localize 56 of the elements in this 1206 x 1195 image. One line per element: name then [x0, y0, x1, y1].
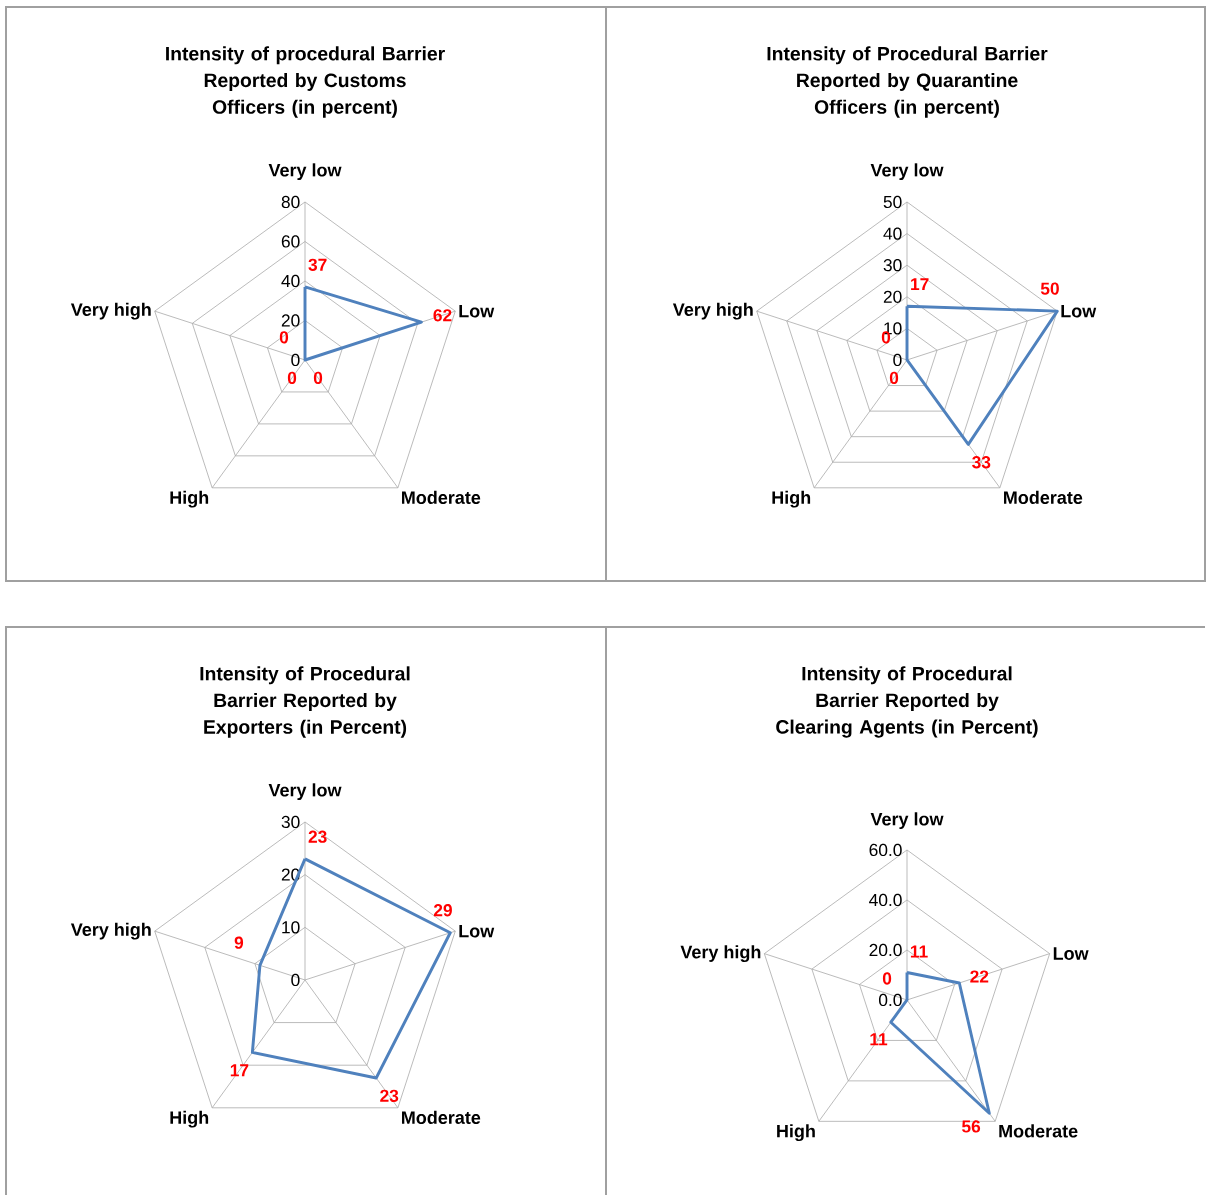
chart-title: Intensity of Procedural Barrier Reported by Exporters (in Percent): [200, 666, 410, 738]
spoke-label: Very high: [680, 945, 761, 963]
data-label: 9: [234, 936, 244, 949]
spoke-label: High: [170, 1110, 209, 1128]
data-label: 0: [313, 371, 323, 385]
spoke-label: High: [777, 1124, 815, 1142]
y-tick-label: 0.0: [878, 993, 902, 1007]
spoke-label: Very high: [70, 302, 151, 320]
y-tick-label: 20.0: [869, 943, 902, 957]
spoke-label: Moderate: [402, 1110, 481, 1124]
data-label: 17: [911, 278, 929, 291]
spoke-label: Moderate: [1004, 490, 1083, 504]
data-label: 22: [970, 970, 989, 983]
y-tick-label: 40: [883, 227, 902, 240]
y-tick-label: 40: [281, 274, 300, 288]
spoke-label: Low: [459, 304, 495, 318]
spoke-label: Low: [459, 924, 495, 938]
data-label: 29: [433, 904, 452, 917]
y-tick-label: 0: [291, 353, 300, 367]
spoke-label: Very high: [70, 922, 151, 940]
data-label: 17: [230, 1064, 249, 1077]
data-label: 11: [910, 945, 928, 958]
spoke-label: Very low: [268, 163, 342, 181]
chart-title: Intensity of procedural Barrier Reported by Customs Officers (in percent): [166, 46, 445, 118]
chart-title: Intensity of Procedural Barrier Reported by Quarantine Officers (in percent): [767, 46, 1048, 118]
y-tick-label: 0: [291, 973, 300, 987]
y-tick-label: 40.0: [869, 893, 902, 907]
data-label: 37: [308, 258, 327, 271]
y-tick-label: 20: [883, 290, 902, 303]
spoke-label: Very low: [870, 163, 944, 181]
y-tick-label: 0: [893, 353, 902, 367]
y-tick-label: 30: [281, 815, 300, 829]
data-label: 11: [870, 1033, 888, 1046]
data-label: 50: [1040, 282, 1059, 295]
y-tick-label: 50: [883, 195, 902, 209]
spoke-label: Moderate: [999, 1124, 1078, 1138]
y-tick-label: 60: [281, 235, 300, 248]
data-label: 23: [308, 830, 327, 843]
chart-title: Intensity of Procedural Barrier Reported by Clearing Agents (in Percent): [776, 666, 1038, 738]
spoke-label: Very high: [672, 302, 753, 320]
y-tick-label: 20: [281, 314, 300, 327]
y-tick-label: 60.0: [869, 843, 902, 857]
data-label: 56: [962, 1120, 981, 1133]
spoke-label: Very low: [870, 812, 944, 830]
y-tick-label: 30: [883, 259, 902, 272]
spoke-label: High: [772, 490, 811, 508]
spoke-label: Moderate: [402, 490, 481, 504]
y-tick-label: 10: [282, 921, 300, 934]
data-label: 33: [972, 456, 991, 469]
y-tick-label: 80: [281, 195, 300, 209]
spoke-label: Very low: [268, 783, 342, 801]
spoke-label: Low: [1053, 947, 1089, 960]
data-label: 62: [433, 309, 452, 322]
spoke-label: High: [170, 490, 209, 508]
spoke-label: Low: [1061, 304, 1097, 318]
data-label: 23: [380, 1089, 399, 1103]
